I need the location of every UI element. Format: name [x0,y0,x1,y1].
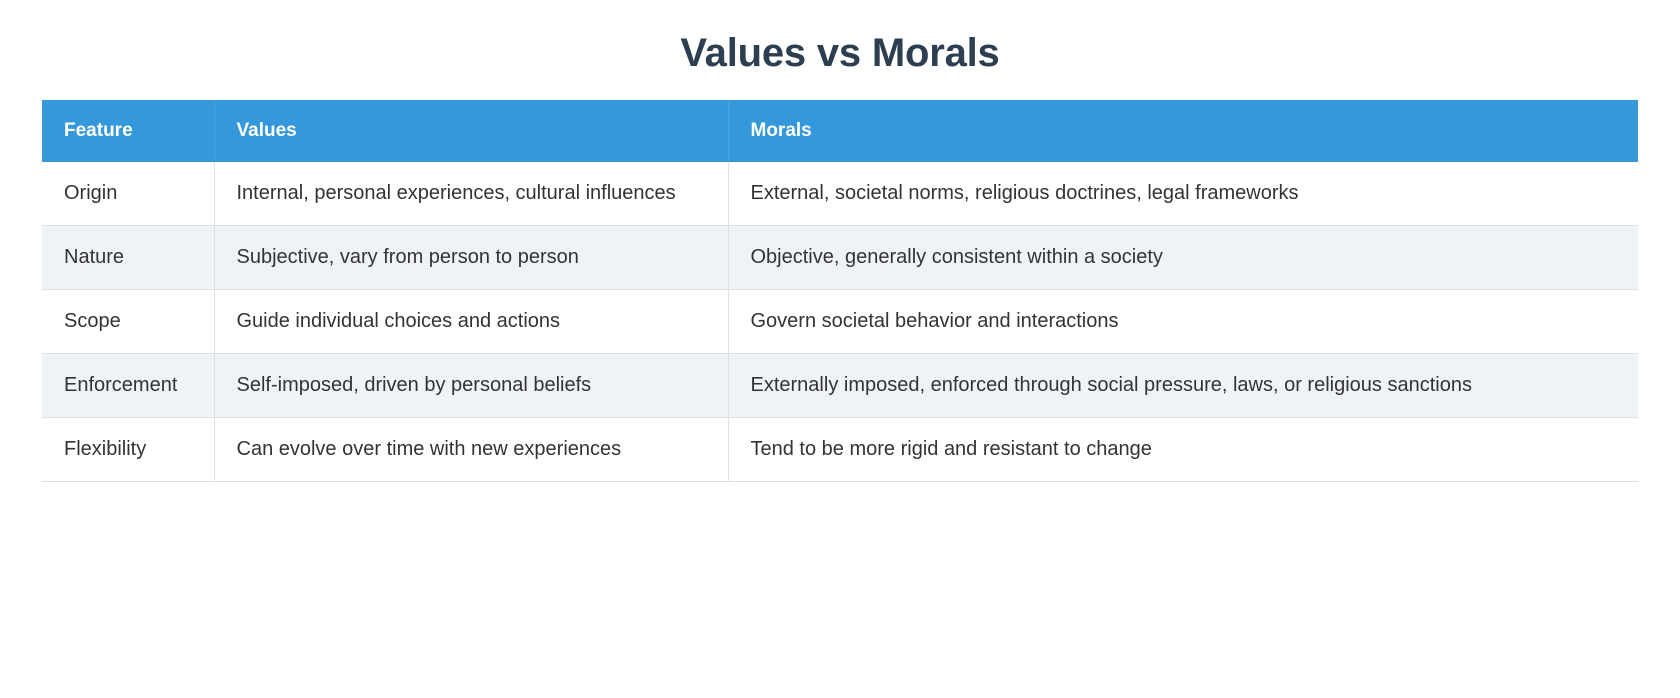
cell-morals: External, societal norms, religious doct… [728,162,1638,226]
table-header-row: Feature Values Morals [42,100,1638,162]
cell-morals: Externally imposed, enforced through soc… [728,353,1638,418]
values-vs-morals-table: Feature Values Morals Origin Internal, p… [42,100,1638,482]
column-header-morals: Morals [728,100,1638,162]
cell-morals: Tend to be more rigid and resistant to c… [728,417,1638,482]
cell-morals: Objective, generally consistent within a… [728,225,1638,290]
table-header: Feature Values Morals [42,100,1638,162]
table-row: Enforcement Self-imposed, driven by pers… [42,353,1638,418]
cell-morals: Govern societal behavior and interaction… [728,289,1638,354]
cell-feature: Flexibility [42,417,215,482]
column-header-values: Values [214,100,729,162]
table-row: Nature Subjective, vary from person to p… [42,225,1638,290]
table-row: Scope Guide individual choices and actio… [42,289,1638,354]
table-row: Origin Internal, personal experiences, c… [42,162,1638,226]
table-row: Flexibility Can evolve over time with ne… [42,417,1638,482]
column-header-feature: Feature [42,100,215,162]
cell-values: Guide individual choices and actions [214,289,729,354]
cell-values: Self-imposed, driven by personal beliefs [214,353,729,418]
cell-feature: Nature [42,225,215,290]
cell-feature: Scope [42,289,215,354]
table-body: Origin Internal, personal experiences, c… [42,162,1638,482]
cell-feature: Origin [42,162,215,226]
cell-values: Subjective, vary from person to person [214,225,729,290]
comparison-table-container: Feature Values Morals Origin Internal, p… [42,100,1638,482]
cell-values: Internal, personal experiences, cultural… [214,162,729,226]
cell-feature: Enforcement [42,353,215,418]
cell-values: Can evolve over time with new experience… [214,417,729,482]
page-title: Values vs Morals [680,31,1000,75]
